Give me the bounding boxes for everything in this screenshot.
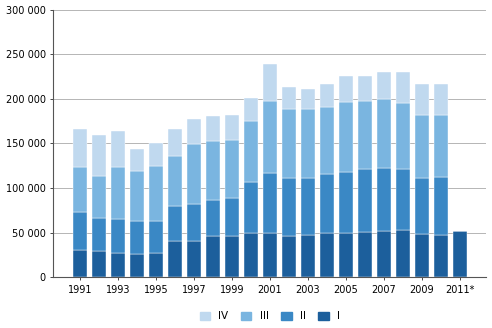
Bar xyxy=(415,84,429,115)
Bar xyxy=(244,182,258,234)
Bar xyxy=(320,174,334,234)
Bar xyxy=(149,221,163,253)
Bar xyxy=(92,218,106,251)
Bar xyxy=(149,253,163,277)
Bar xyxy=(73,167,87,212)
Bar xyxy=(338,102,353,172)
Bar xyxy=(263,64,277,101)
Bar xyxy=(206,200,220,236)
Bar xyxy=(225,140,239,198)
Bar xyxy=(130,149,144,171)
Bar xyxy=(73,129,87,167)
Bar xyxy=(396,103,410,169)
Bar xyxy=(263,173,277,234)
Bar xyxy=(111,131,125,167)
Bar xyxy=(187,204,201,241)
Bar xyxy=(396,169,410,230)
Bar xyxy=(244,234,258,277)
Bar xyxy=(301,110,315,178)
Bar xyxy=(376,72,391,99)
Bar xyxy=(433,115,448,177)
Bar xyxy=(301,178,315,235)
Bar xyxy=(187,241,201,277)
Bar xyxy=(206,141,220,200)
Bar xyxy=(206,236,220,277)
Bar xyxy=(358,76,372,101)
Bar xyxy=(376,231,391,277)
Legend: IV, III, II, I: IV, III, II, I xyxy=(195,307,344,325)
Bar xyxy=(168,156,182,206)
Bar xyxy=(396,230,410,277)
Bar xyxy=(225,198,239,236)
Bar xyxy=(396,72,410,103)
Bar xyxy=(73,212,87,250)
Bar xyxy=(358,101,372,169)
Bar xyxy=(149,166,163,221)
Bar xyxy=(168,129,182,156)
Bar xyxy=(111,219,125,253)
Bar xyxy=(320,85,334,107)
Bar xyxy=(433,235,448,277)
Bar xyxy=(338,233,353,277)
Bar xyxy=(130,254,144,277)
Bar xyxy=(338,172,353,233)
Bar xyxy=(301,89,315,110)
Bar xyxy=(225,115,239,140)
Bar xyxy=(263,234,277,277)
Bar xyxy=(187,119,201,144)
Bar xyxy=(168,206,182,241)
Bar xyxy=(130,171,144,221)
Bar xyxy=(376,99,391,168)
Bar xyxy=(453,231,467,277)
Bar xyxy=(130,221,144,254)
Bar xyxy=(433,84,448,115)
Bar xyxy=(244,98,258,121)
Bar xyxy=(263,101,277,173)
Bar xyxy=(92,135,106,176)
Bar xyxy=(282,178,296,236)
Bar xyxy=(73,250,87,277)
Bar xyxy=(187,144,201,204)
Bar xyxy=(376,168,391,231)
Bar xyxy=(282,110,296,178)
Bar xyxy=(168,241,182,277)
Bar xyxy=(149,143,163,166)
Bar xyxy=(111,253,125,277)
Bar xyxy=(415,234,429,277)
Bar xyxy=(433,177,448,235)
Bar xyxy=(92,176,106,218)
Bar xyxy=(320,107,334,174)
Bar xyxy=(111,167,125,219)
Bar xyxy=(415,178,429,234)
Bar xyxy=(358,169,372,232)
Bar xyxy=(301,235,315,277)
Bar xyxy=(338,75,353,102)
Bar xyxy=(358,232,372,277)
Bar xyxy=(92,251,106,277)
Bar xyxy=(282,87,296,110)
Bar xyxy=(206,116,220,141)
Bar xyxy=(225,236,239,277)
Bar xyxy=(415,115,429,178)
Bar xyxy=(320,234,334,277)
Bar xyxy=(244,121,258,182)
Bar xyxy=(282,236,296,277)
